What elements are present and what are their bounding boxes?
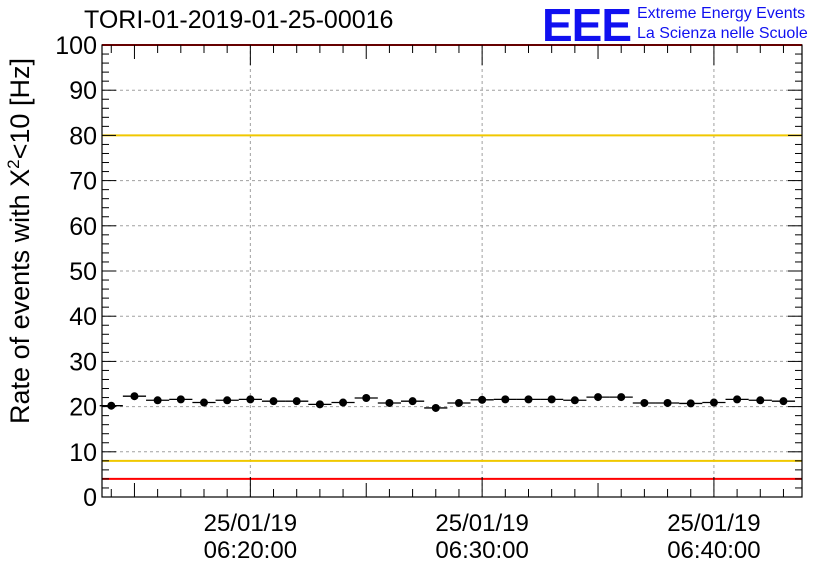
- data-point: [107, 401, 116, 410]
- x-tick-date-label: 25/01/19: [435, 510, 528, 537]
- data-point: [246, 395, 255, 404]
- y-axis-label-sup: 2: [4, 159, 23, 169]
- data-point: [130, 392, 139, 401]
- data-point: [176, 395, 185, 404]
- data-point: [408, 397, 417, 406]
- data-point: [756, 396, 765, 405]
- data-point: [779, 397, 788, 406]
- x-tick-time-label: 06:30:00: [435, 537, 528, 564]
- x-tick-date-label: 25/01/19: [667, 510, 760, 537]
- y-tick-label: 80: [69, 122, 97, 150]
- y-axis-label-tail: <10 [Hz]: [5, 58, 35, 160]
- y-tick-label: 40: [69, 303, 97, 331]
- data-point: [524, 395, 533, 404]
- reference-lines: [102, 44, 802, 480]
- data-point: [617, 393, 626, 402]
- data-point: [431, 403, 440, 412]
- data-point: [733, 395, 742, 404]
- x-tick-time-label: 06:20:00: [204, 537, 297, 564]
- data-point: [269, 397, 278, 406]
- logo-line-1: Extreme Energy Events: [637, 5, 806, 22]
- data-point: [709, 398, 718, 407]
- grid-lines: [102, 45, 802, 497]
- y-tick-label: 60: [69, 213, 97, 241]
- data-point: [315, 400, 324, 409]
- data-point: [385, 398, 394, 407]
- axis-ticks: [102, 44, 802, 498]
- data-point: [454, 398, 463, 407]
- y-axis-label: Rate of events with X2<10 [Hz]: [4, 58, 36, 424]
- data-point: [594, 393, 603, 402]
- x-tick-date-label: 25/01/19: [204, 510, 297, 537]
- y-tick-label: 10: [69, 439, 97, 467]
- data-point: [362, 394, 371, 403]
- tick-labels: 010203040506070809010025/01/1906:20:0025…: [55, 32, 760, 564]
- y-tick-label: 50: [69, 258, 97, 286]
- data-point: [478, 395, 487, 404]
- y-tick-label: 100: [55, 32, 97, 60]
- logo-line-2: La Scienza nelle Scuole: [637, 25, 808, 42]
- y-tick-label: 0: [83, 484, 97, 512]
- y-tick-label: 30: [69, 348, 97, 376]
- data-point: [570, 396, 579, 405]
- y-axis-label-main: Rate of events with X: [5, 168, 35, 424]
- data-point: [663, 398, 672, 407]
- chart-title: TORI-01-2019-01-25-00016: [84, 6, 394, 34]
- data-point: [223, 396, 232, 405]
- data-point: [501, 395, 510, 404]
- y-tick-label: 90: [69, 77, 97, 105]
- data-point: [199, 398, 208, 407]
- y-tick-label: 20: [69, 394, 97, 422]
- data-points: [99, 392, 796, 412]
- eee-logo-mark: EEE: [542, 0, 632, 51]
- data-point: [640, 398, 649, 407]
- x-tick-time-label: 06:40:00: [667, 537, 760, 564]
- data-point: [547, 395, 556, 404]
- data-point: [686, 399, 695, 408]
- y-tick-label: 70: [69, 168, 97, 196]
- data-point: [292, 397, 301, 406]
- data-point: [153, 396, 162, 405]
- data-point: [339, 398, 348, 407]
